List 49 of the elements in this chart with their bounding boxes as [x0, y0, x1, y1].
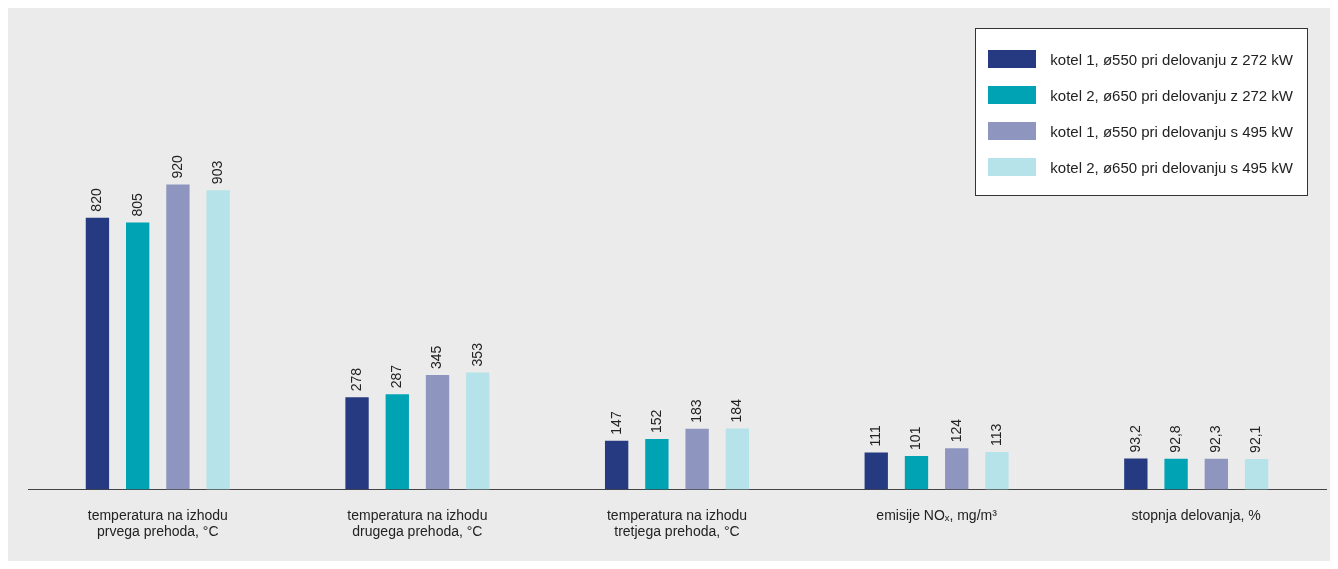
data-label: 278 — [347, 367, 364, 392]
x-tick-label: stopnja delovanja, % — [1131, 506, 1261, 523]
data-label: 111 — [867, 425, 884, 447]
data-label: 92,1 — [1247, 425, 1264, 453]
bar — [206, 190, 230, 490]
bar — [345, 397, 369, 490]
data-label: 92,8 — [1166, 425, 1183, 453]
data-label: 805 — [128, 193, 145, 217]
bar — [1164, 458, 1188, 490]
data-label: 93,2 — [1126, 425, 1143, 453]
bar — [864, 452, 888, 490]
data-label: 353 — [468, 342, 485, 367]
data-label: 113 — [987, 423, 1004, 446]
bar — [126, 222, 150, 490]
bar — [725, 428, 750, 490]
data-label: 920 — [168, 154, 185, 179]
data-label: 820 — [88, 188, 105, 212]
bar — [604, 440, 629, 490]
bar — [945, 448, 969, 490]
data-label: 124 — [947, 418, 964, 443]
data-label: 287 — [388, 364, 405, 389]
data-label: 147 — [607, 411, 624, 435]
bar — [166, 184, 190, 490]
legend-label: kotel 2, ø650 pri delovanju s 495 kW — [1050, 158, 1293, 176]
bar — [985, 451, 1009, 490]
bar — [904, 455, 929, 490]
data-label: 903 — [209, 160, 226, 185]
data-label: 183 — [687, 399, 704, 423]
bar — [425, 375, 450, 490]
data-label: 92,3 — [1207, 425, 1224, 453]
legend-label: kotel 1, ø550 pri delovanju s 495 kW — [1050, 122, 1293, 140]
data-label: 101 — [907, 426, 924, 450]
data-label: 184 — [728, 398, 745, 423]
data-label: 152 — [647, 409, 664, 434]
legend-label: kotel 1, ø550 pri delovanju z 272 kW — [1050, 50, 1293, 68]
bar — [1124, 458, 1148, 490]
x-tick-label: temperatura na izhodu drugega prehoda, °C — [347, 506, 488, 540]
bar — [645, 439, 669, 490]
bar — [85, 217, 110, 490]
bar — [1204, 458, 1228, 490]
legend-label: kotel 2, ø650 pri delovanju z 272 kW — [1050, 86, 1293, 104]
data-label: 345 — [428, 345, 445, 370]
bar — [1244, 458, 1269, 490]
x-tick-label: temperatura na izhodu tretjega prehoda, °C — [606, 506, 748, 540]
bar — [466, 372, 490, 490]
x-tick-label: emisije NOₓ, mg/m³ — [876, 506, 998, 523]
x-tick-label: temperatura na izhodu prvega prehoda, °C — [87, 506, 228, 540]
bar — [685, 428, 709, 490]
bar — [385, 394, 409, 490]
